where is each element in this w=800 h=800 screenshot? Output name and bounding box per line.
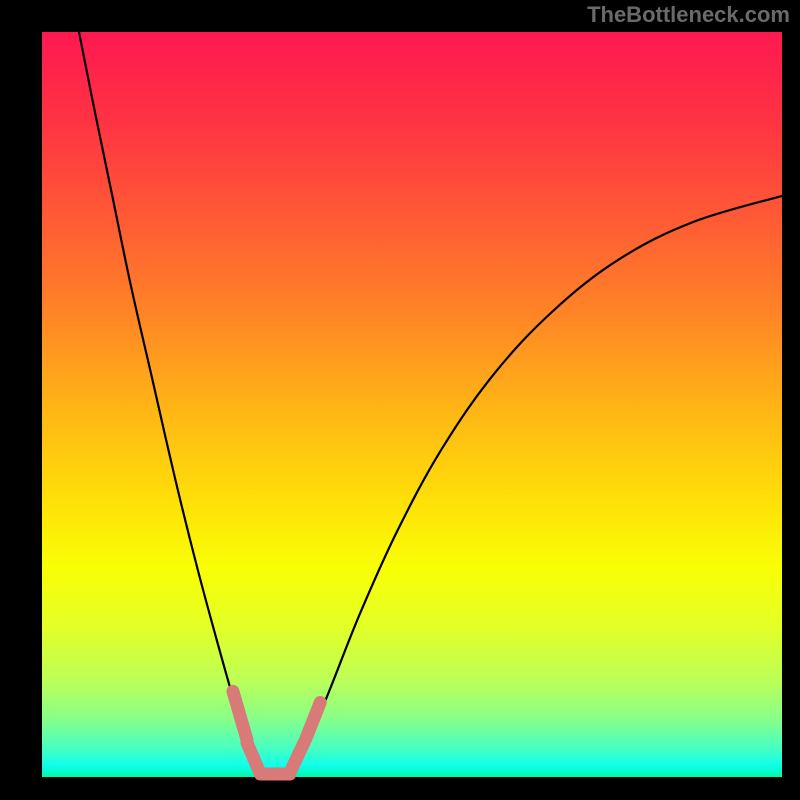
plot-gradient: [42, 32, 782, 777]
chart-svg: [0, 0, 800, 800]
chart-container: TheBottleneck.com: [0, 0, 800, 800]
